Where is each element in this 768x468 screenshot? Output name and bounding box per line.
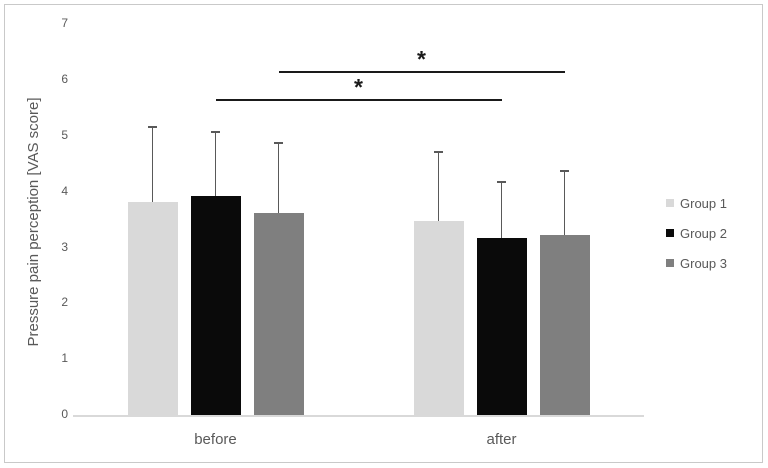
legend-item-group1: Group 1 bbox=[666, 188, 727, 218]
legend-swatch-icon bbox=[666, 199, 674, 207]
y-tick-label: 7 bbox=[61, 16, 68, 31]
bar-group3-before bbox=[253, 213, 304, 415]
y-tick-label: 5 bbox=[61, 128, 68, 142]
legend: Group 1 Group 2 Group 3 bbox=[666, 188, 727, 278]
error-bar-cap bbox=[434, 150, 443, 153]
y-tick-label: 1 bbox=[61, 351, 68, 366]
x-axis-label-before: before bbox=[194, 431, 237, 448]
error-bar-cap bbox=[560, 170, 569, 173]
legend-label: Group 2 bbox=[680, 225, 727, 241]
error-bar bbox=[563, 171, 566, 236]
legend-label: Group 3 bbox=[680, 255, 727, 271]
bar-group1-after bbox=[413, 221, 464, 415]
legend-swatch-icon bbox=[666, 259, 674, 267]
y-axis-title: Pressure pain perception [VAS score] bbox=[25, 97, 42, 347]
error-bar bbox=[277, 143, 280, 214]
y-tick-label: 6 bbox=[61, 72, 68, 87]
bar-group2-before bbox=[190, 196, 241, 415]
bar-group2-after bbox=[476, 238, 527, 415]
legend-item-group2: Group 2 bbox=[666, 218, 727, 248]
y-tick-label: 4 bbox=[61, 183, 68, 198]
error-bar bbox=[151, 126, 154, 202]
error-bar-cap bbox=[274, 142, 283, 145]
error-bar-cap bbox=[211, 131, 220, 134]
error-bar bbox=[214, 132, 217, 197]
legend-item-group3: Group 3 bbox=[666, 248, 727, 278]
y-tick-label: 0 bbox=[61, 407, 68, 421]
y-tick-label: 2 bbox=[61, 295, 68, 310]
legend-swatch-icon bbox=[666, 229, 674, 237]
bar-group1-before bbox=[127, 201, 178, 415]
error-bar bbox=[500, 182, 503, 239]
bar-group3-after bbox=[539, 235, 590, 415]
y-tick-label: 3 bbox=[61, 239, 68, 254]
error-bar bbox=[437, 151, 440, 222]
significance-asterisk: * bbox=[354, 73, 363, 100]
error-bar-cap bbox=[148, 125, 157, 128]
figure-border bbox=[4, 4, 763, 463]
error-bar-cap bbox=[497, 181, 506, 184]
significance-asterisk: * bbox=[417, 45, 426, 72]
x-axis-label-after: after bbox=[486, 431, 517, 448]
significance-line bbox=[215, 98, 502, 102]
legend-label: Group 1 bbox=[680, 195, 727, 211]
x-axis-line bbox=[73, 414, 644, 417]
significance-line bbox=[278, 70, 565, 74]
